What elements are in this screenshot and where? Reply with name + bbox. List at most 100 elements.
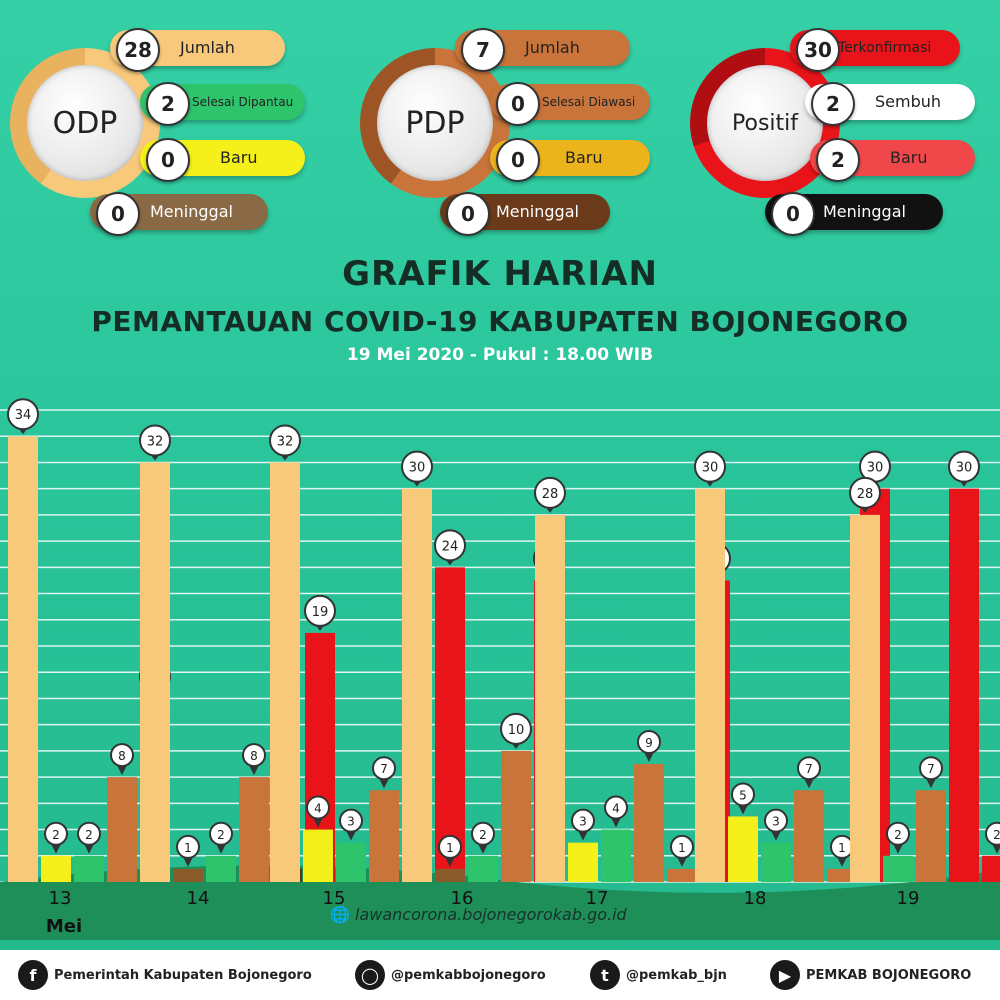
positif-terkonfirmasi-label: Terkonfirmasi [838,40,932,56]
positif-meninggal-pill: 0 Meninggal [765,192,943,236]
bar [728,816,758,882]
twitter-link[interactable]: t @pemkab_bjn [590,958,727,992]
pin-circle [637,730,661,754]
website-text: lawancorona.bojonegorokab.go.id [355,905,627,924]
pin-circle [764,808,788,833]
pin-circle [534,476,566,509]
data-label: 3 [772,815,780,829]
bar [270,462,300,882]
odp-summary: ODP 28 Jumlah 2 Selesai Dipantau 0 Baru … [0,28,320,248]
category-label: 15 [323,888,346,909]
pdp-meninggal-pill: 0 Meninggal [440,192,610,236]
pdp-meninggal-label: Meninggal [496,202,579,221]
data-label: 24 [442,539,459,554]
bar [982,855,1000,882]
pdp-circle: PDP [377,65,493,181]
data-label: 9 [645,736,653,750]
bar [761,842,791,882]
odp-selesai-label: Selesai Dipantau [192,95,294,109]
positif-label: Positif [732,110,798,136]
bar [883,855,913,882]
bar [206,855,236,882]
data-label: 1 [184,841,192,855]
data-label: 1 [678,841,686,855]
data-label: 7 [380,762,388,776]
data-label: 28 [542,487,559,502]
data-label: 30 [867,461,884,476]
youtube-link[interactable]: ▶ PEMKAB BOJONEGORO [770,958,971,992]
bar [601,829,631,882]
facebook-icon: f [18,960,48,990]
odp-baru-value: 0 [146,138,190,182]
positif-circle: Positif [707,65,823,181]
positif-baru-value: 2 [816,138,860,182]
pdp-selesai-value: 0 [496,82,540,126]
bar [501,750,531,882]
month-label: Mei [46,916,82,937]
data-label: 5 [739,788,747,802]
daily-bar-chart: 3422814321281193243722430121023283491233… [0,398,1000,940]
positif-sembuh-pill: 2 Sembuh [805,82,975,126]
twitter-icon: t [590,960,620,990]
category-label: 19 [897,888,920,909]
pdp-jumlah-label: Jumlah [525,38,580,57]
data-label: 7 [805,762,813,776]
bar [41,855,71,882]
bar [402,488,432,882]
data-label: 30 [409,461,426,476]
data-label: 4 [612,802,620,816]
bar [949,488,979,882]
data-label: 2 [993,828,1000,842]
odp-selesai-pill: 2 Selesai Dipantau [140,82,305,126]
positif-baru-label: Baru [890,148,928,167]
data-label: 2 [894,828,902,842]
date-line: 19 Mei 2020 - Pukul : 18.00 WIB [346,345,654,365]
pin-circle [7,398,39,431]
pin-circle [44,821,68,846]
pin-circle [471,821,495,846]
category-label: 13 [49,888,72,909]
pin-circle [372,756,396,781]
instagram-link[interactable]: ◯ @pemkabbojonegoro [355,958,546,992]
pdp-label: PDP [405,105,465,141]
pin-circle [731,782,755,807]
positif-summary: Positif 30 Terkonfirmasi 2 Sembuh 2 Baru… [680,28,1000,248]
data-label: 30 [956,461,973,476]
data-label: 7 [927,762,935,776]
odp-label: ODP [52,105,118,141]
data-label: 19 [312,605,329,620]
bar [850,514,880,882]
positif-sembuh-value: 2 [811,82,855,126]
data-label: 2 [85,828,93,842]
data-label: 30 [702,461,719,476]
positif-meninggal-label: Meninggal [823,202,906,221]
data-label: 2 [217,828,225,842]
odp-jumlah-pill: 28 Jumlah [110,28,285,72]
pdp-baru-pill: 0 Baru [490,138,650,182]
bar [568,842,598,882]
pin-circle [304,594,336,627]
pin-circle [919,756,943,781]
facebook-text: Pemerintah Kabupaten Bojonegoro [54,967,312,983]
youtube-icon: ▶ [770,960,800,990]
data-label: 34 [15,408,32,423]
data-label: 3 [579,815,587,829]
pin-circle [269,424,301,457]
bar [634,764,664,882]
pdp-baru-label: Baru [565,148,603,167]
bar [74,855,104,882]
pdp-summary: PDP 7 Jumlah 0 Selesai Diawasi 0 Baru 0 … [350,28,670,248]
data-label: 4 [314,802,322,816]
odp-meninggal-value: 0 [96,192,140,236]
website-link[interactable]: 🌐 lawancorona.bojonegorokab.go.id [330,905,627,924]
odp-baru-label: Baru [220,148,258,167]
data-label: 10 [508,723,525,738]
footer-bar: f Pemerintah Kabupaten Bojonegoro ◯ @pem… [0,950,1000,1000]
facebook-link[interactable]: f Pemerintah Kabupaten Bojonegoro [18,958,312,992]
pdp-selesai-pill: 0 Selesai Diawasi [490,82,650,126]
odp-selesai-value: 2 [146,82,190,126]
bar [916,790,946,882]
pin-circle [209,821,233,846]
data-label: 1 [446,841,454,855]
odp-circle: ODP [27,65,143,181]
